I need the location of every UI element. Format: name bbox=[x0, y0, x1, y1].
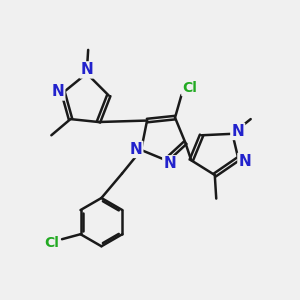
Text: N: N bbox=[238, 154, 251, 169]
Text: N: N bbox=[52, 85, 64, 100]
Text: Cl: Cl bbox=[44, 236, 59, 250]
Text: N: N bbox=[130, 142, 142, 157]
Text: N: N bbox=[231, 124, 244, 139]
Text: N: N bbox=[164, 156, 176, 171]
Text: Cl: Cl bbox=[182, 81, 197, 95]
Text: N: N bbox=[80, 62, 93, 77]
